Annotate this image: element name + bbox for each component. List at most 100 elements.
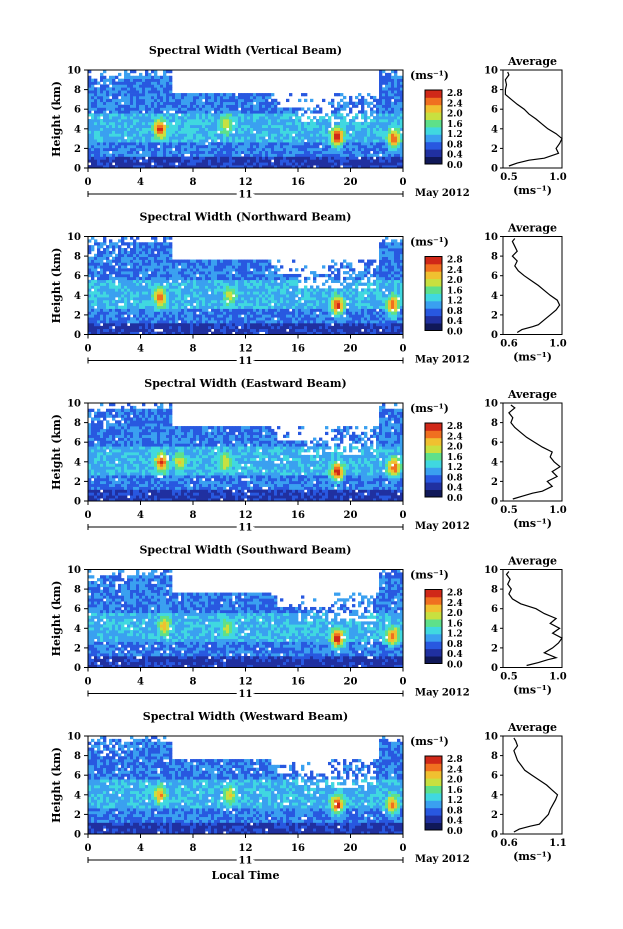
heatmap-cell bbox=[283, 130, 287, 134]
heatmap-cell bbox=[223, 325, 227, 330]
heatmap-cell bbox=[160, 271, 164, 275]
heatmap-cell bbox=[295, 285, 299, 289]
heatmap-cell bbox=[316, 305, 320, 309]
heatmap-cell bbox=[340, 320, 344, 324]
heatmap-cell bbox=[202, 320, 206, 324]
heatmap-cell bbox=[196, 162, 200, 166]
heatmap-cell bbox=[163, 116, 167, 120]
heatmap-cell bbox=[112, 305, 116, 309]
heatmap-cell bbox=[142, 262, 146, 266]
heatmap-cell bbox=[121, 107, 125, 111]
heatmap-cell bbox=[151, 113, 155, 117]
heatmap-cell bbox=[121, 262, 125, 266]
heatmap-cell bbox=[229, 299, 233, 304]
heatmap-cell bbox=[367, 165, 371, 169]
heatmap-cell bbox=[88, 113, 92, 117]
heatmap-cell bbox=[163, 256, 167, 260]
heatmap-cell bbox=[400, 81, 404, 85]
heatmap-cell bbox=[136, 84, 140, 88]
heatmap-cell bbox=[364, 153, 368, 157]
heatmap-cell bbox=[388, 75, 392, 79]
heatmap-cell bbox=[394, 156, 398, 160]
heatmap-cell bbox=[304, 314, 308, 318]
heatmap-cell bbox=[226, 104, 230, 108]
heatmap-cell bbox=[130, 236, 134, 240]
heatmap-cell bbox=[253, 302, 257, 307]
heatmap-cell bbox=[310, 302, 314, 307]
heatmap-cell bbox=[388, 113, 392, 117]
heatmap-cell bbox=[223, 291, 227, 295]
heatmap-cell bbox=[262, 328, 266, 332]
heatmap-cell bbox=[112, 279, 116, 283]
heatmap-cell bbox=[379, 144, 383, 149]
heatmap-cell bbox=[214, 285, 218, 289]
heatmap-cell bbox=[160, 78, 164, 82]
heatmap-cell bbox=[127, 282, 131, 286]
heatmap-cell bbox=[160, 130, 164, 134]
heatmap-cell bbox=[133, 95, 137, 100]
heatmap-cell bbox=[100, 104, 104, 108]
heatmap-cell bbox=[238, 291, 242, 295]
heatmap-cell bbox=[181, 124, 185, 128]
heatmap-cell bbox=[163, 113, 167, 117]
heatmap-cell bbox=[361, 95, 365, 100]
heatmap-cell bbox=[112, 242, 116, 246]
heatmap-cell bbox=[274, 124, 278, 128]
heatmap-cell bbox=[313, 144, 317, 149]
heatmap-cell bbox=[280, 273, 284, 278]
heatmap-cell bbox=[112, 75, 116, 79]
heatmap-cell bbox=[340, 328, 344, 332]
heatmap-cell bbox=[193, 285, 197, 289]
heatmap-cell bbox=[139, 311, 143, 315]
heatmap-cell bbox=[169, 78, 173, 82]
heatmap-cell bbox=[115, 285, 119, 289]
heatmap-cell bbox=[304, 98, 308, 103]
heatmap-cell bbox=[289, 305, 293, 309]
heatmap-cell bbox=[364, 147, 368, 152]
heatmap-cell bbox=[262, 268, 266, 272]
heatmap-cell bbox=[367, 147, 371, 152]
heatmap-cell bbox=[361, 121, 365, 126]
heatmap-cell bbox=[214, 162, 218, 166]
heatmap-cell bbox=[196, 259, 200, 263]
heatmap-cell bbox=[211, 130, 215, 134]
heatmap-cell bbox=[148, 305, 152, 309]
heatmap-cell bbox=[289, 282, 293, 286]
heatmap-cell bbox=[289, 136, 293, 140]
heatmap-cell bbox=[352, 130, 356, 134]
heatmap-cell bbox=[388, 98, 392, 103]
heatmap-cell bbox=[127, 98, 131, 103]
heatmap-cell bbox=[157, 142, 161, 146]
heatmap-cell bbox=[289, 314, 293, 318]
heatmap-cell bbox=[274, 271, 278, 275]
heatmap-cell bbox=[277, 119, 281, 123]
heatmap-cell bbox=[295, 133, 299, 137]
heatmap-cell bbox=[166, 147, 170, 152]
heatmap-cell bbox=[220, 124, 224, 128]
heatmap-cell bbox=[151, 291, 155, 295]
heatmap-cell bbox=[133, 93, 137, 97]
heatmap-cell bbox=[250, 311, 254, 315]
heatmap-cell bbox=[145, 271, 149, 275]
heatmap-cell bbox=[340, 282, 344, 286]
heatmap-cell bbox=[142, 107, 146, 111]
heatmap-cell bbox=[157, 253, 161, 258]
heatmap-cell bbox=[208, 279, 212, 283]
heatmap-cell bbox=[157, 248, 161, 252]
heatmap-cell bbox=[232, 95, 236, 100]
heatmap-cell bbox=[151, 124, 155, 128]
heatmap-cell bbox=[307, 297, 311, 301]
heatmap-cell bbox=[235, 153, 239, 157]
heatmap-cell bbox=[328, 317, 332, 321]
heatmap-cell bbox=[370, 110, 374, 114]
heatmap-cell bbox=[346, 159, 350, 163]
heatmap-cell bbox=[241, 311, 245, 315]
heatmap-cell bbox=[154, 78, 158, 82]
heatmap-cell bbox=[313, 110, 317, 114]
heatmap-cell bbox=[274, 302, 278, 307]
heatmap-cell bbox=[265, 288, 269, 292]
heatmap-cell bbox=[346, 291, 350, 295]
heatmap-cell bbox=[142, 130, 146, 134]
heatmap-cell bbox=[181, 288, 185, 292]
heatmap-cell bbox=[124, 130, 128, 134]
